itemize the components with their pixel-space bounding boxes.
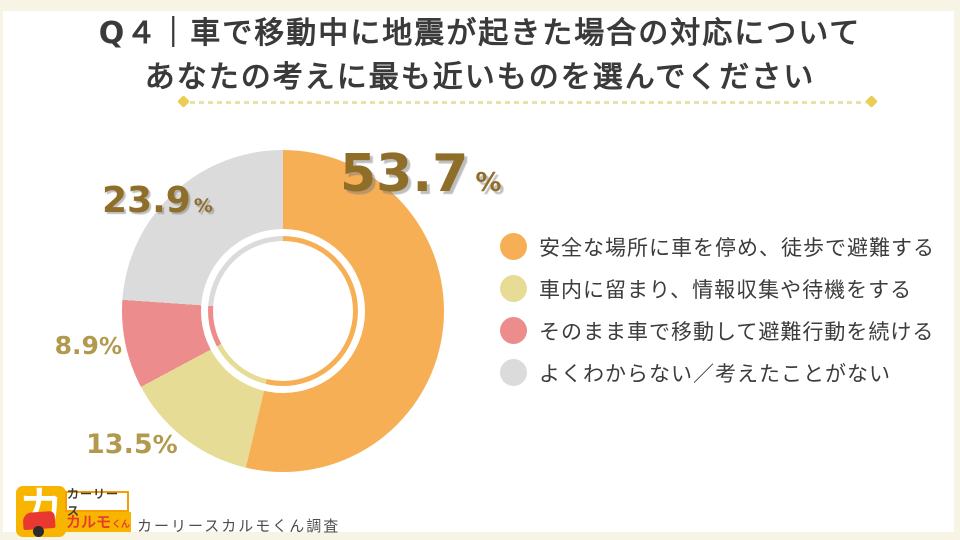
page-border-bottom — [0, 532, 960, 540]
legend-bullet-icon — [500, 233, 527, 260]
value-number: 23.9 — [102, 180, 191, 221]
carmo-logo-text: カーリース カルモ くん — [65, 487, 131, 532]
page-title-line2: あなたの考えに最も近いものを選んでください — [144, 60, 816, 95]
value-number: 8.9 — [54, 331, 99, 360]
value-label-walk-evacuate: 53.7% — [340, 144, 501, 204]
logo-brand-main: カルモ — [65, 513, 111, 531]
legend-label: そのまま車で移動して避難行動を続ける — [539, 319, 935, 344]
legend-bullet-icon — [500, 317, 527, 344]
donut-chart — [122, 150, 444, 472]
legend-bullet-icon — [500, 275, 527, 302]
legend-label: よくわからない／考えたことがない — [539, 361, 891, 386]
logo-brand-name: カルモ くん — [65, 512, 131, 532]
value-label-dont-know: 23.9% — [102, 180, 213, 221]
page-title: Q４｜車で移動中に地震が起きた場合の対応について あなたの考えに最も近いものを選… — [0, 12, 960, 100]
value-number: 13.5 — [86, 429, 153, 460]
logo-brand-suffix: くん — [112, 520, 131, 530]
logo-service-type: カーリース — [65, 487, 129, 518]
value-label-stay-in-car: 13.5% — [86, 429, 178, 460]
carmo-logo-icon: カ — [16, 486, 66, 537]
value-number: 53.7 — [340, 144, 469, 204]
page-border-left — [0, 0, 3, 540]
legend-item: よくわからない／考えたことがない — [500, 359, 935, 386]
value-label-keep-driving: 8.9% — [26, 331, 122, 360]
legend-item: 安全な場所に車を停め、徒歩で避難する — [500, 233, 935, 260]
page-border-top — [0, 0, 960, 11]
wheel-icon — [33, 526, 44, 537]
donut-hole — [213, 241, 353, 381]
value-unit: % — [98, 334, 122, 360]
page-border-right — [954, 0, 960, 540]
chart-legend: 安全な場所に車を停め、徒歩で避難する 車内に留まり、情報収集や待機をする そのま… — [500, 233, 935, 401]
dotted-divider — [190, 101, 866, 104]
page-title-line1: Q４｜車で移動中に地震が起きた場合の対応について — [98, 16, 862, 51]
donut-inner-ring — [201, 229, 365, 393]
legend-item: 車内に留まり、情報収集や待機をする — [500, 275, 935, 302]
survey-source-caption: カーリースカルモくん調査 — [137, 517, 341, 535]
legend-label: 安全な場所に車を停め、徒歩で避難する — [539, 235, 935, 260]
value-unit: % — [475, 168, 502, 198]
value-unit: % — [193, 195, 213, 217]
legend-item: そのまま車で移動して避難行動を続ける — [500, 317, 935, 344]
legend-bullet-icon — [500, 359, 527, 386]
legend-label: 車内に留まり、情報収集や待機をする — [539, 277, 913, 302]
value-unit: % — [152, 430, 178, 459]
